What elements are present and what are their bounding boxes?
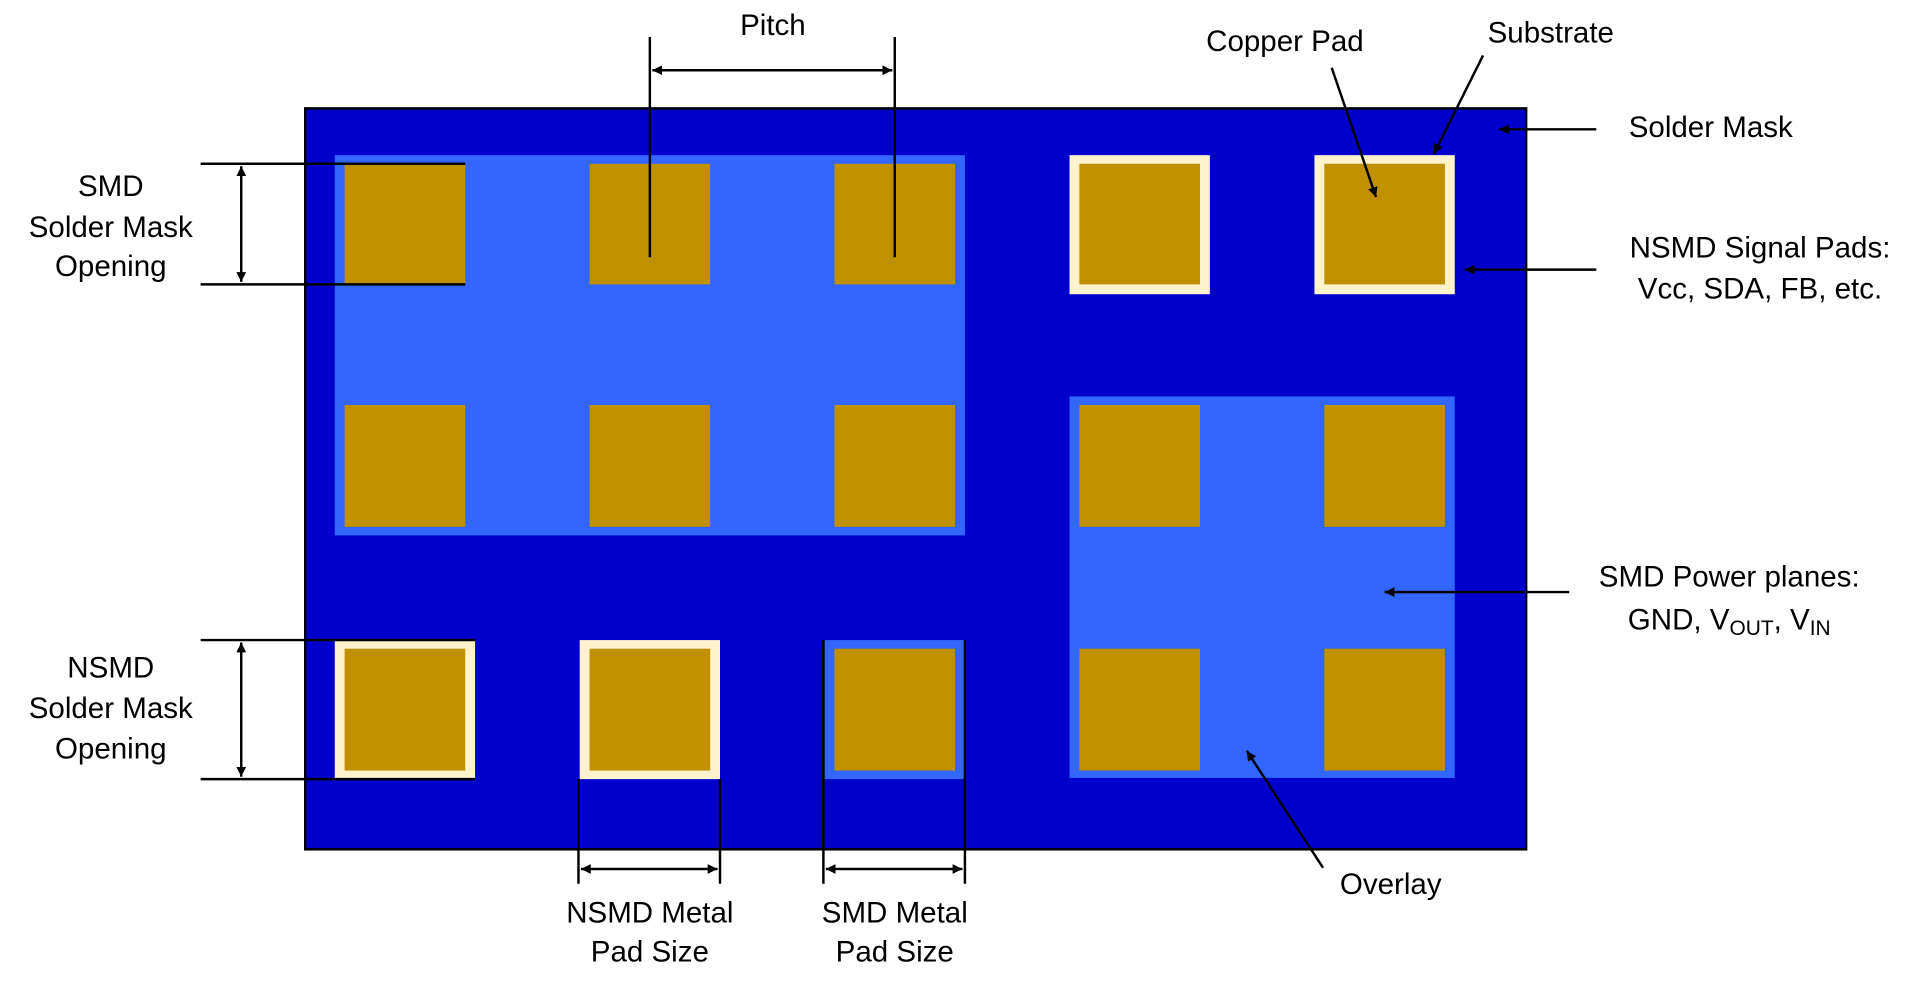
label: NSMD <box>67 651 154 684</box>
copper-pad <box>1079 648 1200 771</box>
copper-pad <box>589 648 711 771</box>
copper-pad <box>1324 405 1445 527</box>
copper-pad <box>834 648 956 771</box>
label-part: , V <box>1774 603 1810 636</box>
copper-pad <box>1324 648 1445 771</box>
copper-pad <box>834 405 956 527</box>
subscript: OUT <box>1730 617 1774 640</box>
label: Solder Mask <box>29 692 193 725</box>
label: NSMD Metal <box>566 896 733 929</box>
copper-pad <box>1079 163 1200 285</box>
copper-pad <box>344 405 466 527</box>
callout-arrow <box>1330 67 1378 198</box>
copper-pad <box>589 405 711 527</box>
label: Copper Pad <box>1206 25 1364 58</box>
callout-arrow <box>1432 54 1485 155</box>
label: Pad Size <box>591 936 709 969</box>
label-part: GND, V <box>1628 603 1730 636</box>
label: Vcc, SDA, FB, etc. <box>1638 272 1882 305</box>
label: SMD Power planes: <box>1599 560 1860 593</box>
label: Substrate <box>1488 16 1614 49</box>
copper-pad <box>344 648 466 771</box>
label: Pad Size <box>836 936 954 969</box>
label: SMD <box>78 170 144 203</box>
label: Overlay <box>1340 868 1442 901</box>
copper-pad <box>1079 405 1200 527</box>
callout-arrow <box>1245 750 1325 869</box>
label: NSMD Signal Pads: <box>1630 232 1891 265</box>
label: GND, VOUT, VIN <box>1628 603 1831 639</box>
copper-pad <box>1324 163 1445 285</box>
subscript: IN <box>1810 617 1831 640</box>
label: Opening <box>55 733 167 766</box>
label: Solder Mask <box>29 211 193 244</box>
copper-pad <box>344 163 466 285</box>
copper-pads <box>344 163 1445 771</box>
label: SMD Metal <box>822 896 968 929</box>
label: Pitch <box>740 9 806 42</box>
label: Opening <box>55 250 167 283</box>
label: Solder Mask <box>1629 111 1793 144</box>
dimension-lines <box>200 37 1597 884</box>
